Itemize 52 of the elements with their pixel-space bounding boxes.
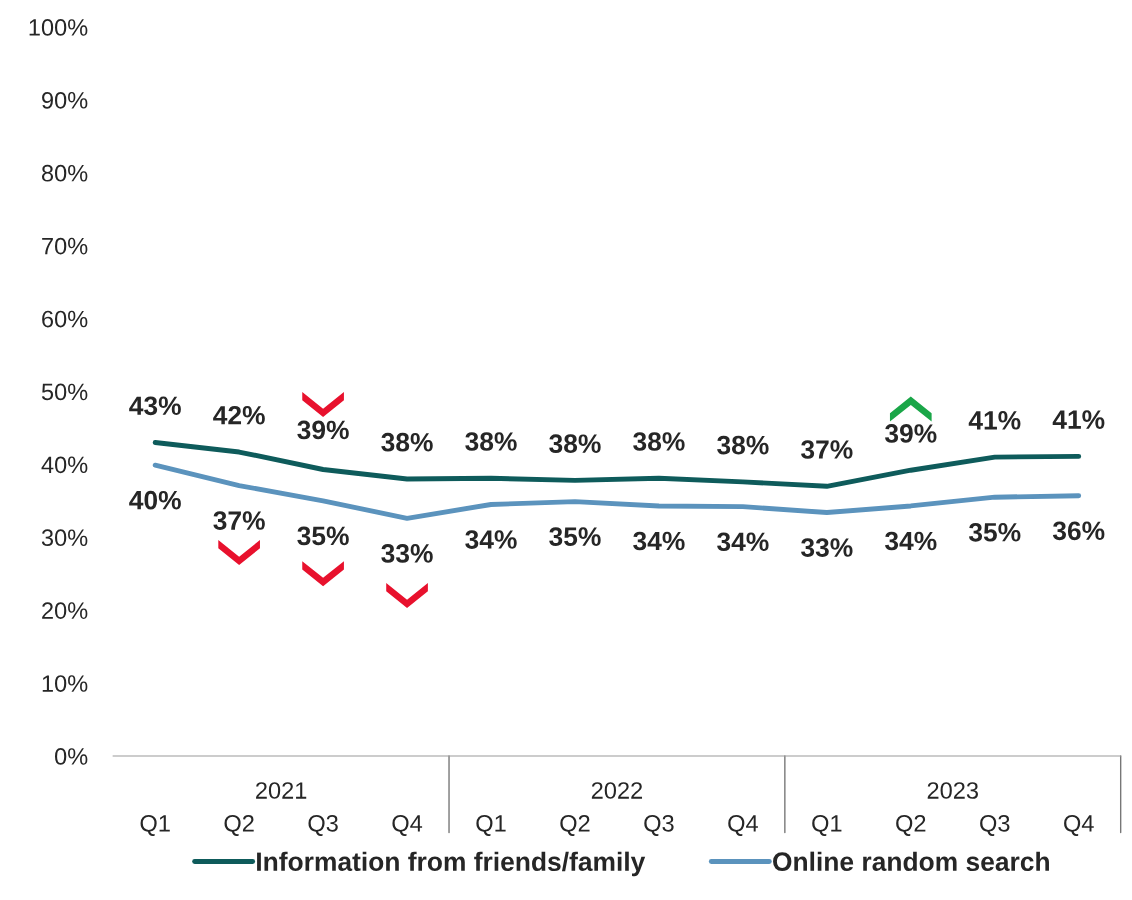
data-label: 38% [381, 432, 433, 452]
text: 2022 [591, 782, 643, 799]
y-tick-label: 30% [41, 529, 88, 547]
x-tick-label: Q3 [980, 814, 1010, 836]
data-label: 39% [884, 424, 937, 443]
y-tick-label: 20% [42, 602, 88, 619]
text: 2021 [256, 782, 307, 799]
data-label: 36% [1052, 521, 1105, 541]
x-tick-label: Q2 [896, 814, 926, 836]
data-label: 40% [129, 490, 181, 510]
data-label: 33% [381, 544, 433, 563]
data-label: 37% [213, 511, 265, 530]
legend-label: Online random search [773, 851, 1049, 872]
y-tick-label: 50% [41, 383, 88, 401]
y-tick-label: 40% [41, 456, 88, 474]
data-label: 35% [968, 522, 1021, 542]
data-label: 39% [297, 420, 349, 440]
data-label: 35% [297, 526, 349, 546]
x-tick-label: Q4 [1064, 814, 1094, 836]
data-label: 42% [213, 405, 265, 425]
y-tick-label: 100% [29, 19, 88, 36]
data-label: 34% [465, 530, 517, 549]
y-tick-label: 90% [42, 91, 88, 109]
data-label: 41% [1052, 410, 1105, 429]
data-label: 35% [549, 527, 601, 546]
data-label: 34% [717, 532, 769, 552]
y-tick-label: 0% [55, 748, 88, 765]
x-tick-label: Q2 [560, 814, 590, 836]
x-tick-label: Q1 [812, 814, 842, 836]
data-label: 34% [884, 531, 937, 551]
data-label: 38% [717, 435, 769, 455]
data-label: 38% [633, 432, 685, 451]
data-label: 38% [549, 434, 601, 454]
data-label: 41% [968, 411, 1021, 430]
x-tick-label: Q4 [728, 814, 758, 836]
x-tick-label: Q3 [308, 814, 338, 836]
x-tick-label: Q1 [140, 814, 170, 836]
y-tick-label: 80% [41, 164, 88, 182]
y-tick-label: 10% [42, 675, 88, 692]
x-tick-label: Q3 [644, 814, 674, 836]
data-label: 38% [465, 432, 517, 451]
y-tick-label: 70% [42, 237, 88, 255]
data-label: 37% [801, 440, 853, 459]
data-label: 33% [801, 538, 853, 557]
data-label: 34% [633, 531, 685, 551]
x-tick-label: Q4 [392, 814, 423, 836]
x-tick-label: Q1 [476, 814, 506, 836]
legend-label: Information from friends/family [257, 851, 646, 877]
text: 2023 [927, 782, 978, 799]
data-label: 43% [129, 396, 181, 416]
y-tick-label: 60% [42, 310, 88, 328]
x-tick-label: Q2 [224, 814, 254, 836]
